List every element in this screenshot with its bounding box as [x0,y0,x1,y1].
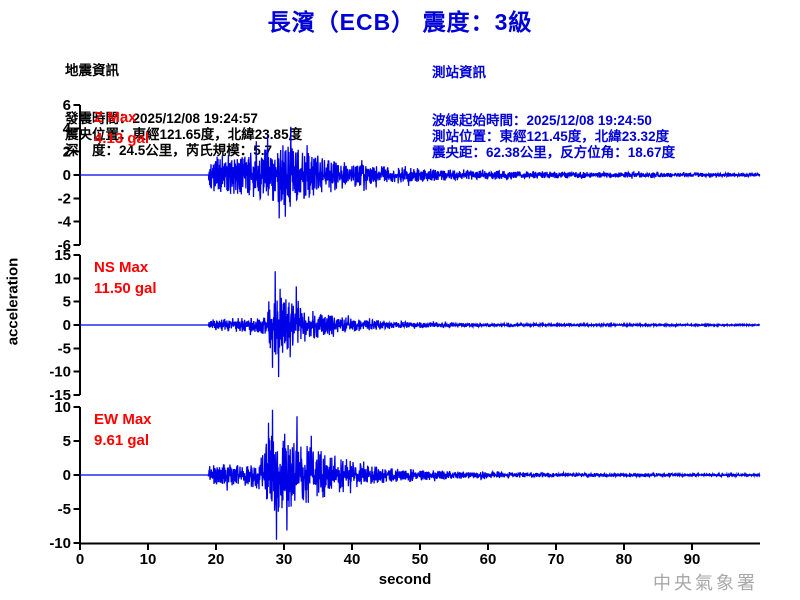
ns-max-value: 11.50 gal [94,280,157,297]
station-info-line: 測站位置：東經121.45度，北緯23.32度 [432,129,670,144]
y-tick-label-NS: 0 [63,317,71,334]
y-tick-label-NS: -15 [49,387,71,404]
x-tick-label: 10 [140,551,157,568]
earthquake-info-line: 發震時間：2025/12/08 19:24:57 [65,111,258,126]
y-tick-label-Z: 2 [63,144,71,161]
station-info: 測站資訊 波線起始時間：2025/12/08 19:24:50 測站位置：東經12… [432,33,675,193]
z-max-value: 4.13 gal [94,130,150,147]
earthquake-info-lines: 發震時間：2025/12/08 19:24:57 震央位置：東經121.65度，北… [65,111,302,159]
y-tick-label-EW: 10 [54,399,71,416]
trace-Z [80,126,761,219]
x-tick-label: 80 [616,551,633,568]
ew-max-title: EW Max [94,411,152,428]
z-max-title: Z Max [94,109,137,126]
y-tick-label-EW: -5 [58,501,71,518]
y-tick-label-EW: 5 [63,433,71,450]
x-tick-label: 20 [208,551,225,568]
y-tick-label-NS: 15 [54,247,71,264]
y-tick-label-EW: -10 [49,535,71,552]
y-tick-label-Z: 4 [63,120,72,137]
x-tick-label: 60 [480,551,497,568]
station-info-line: 震央距：62.38公里，反方位角：18.67度 [432,145,676,160]
y-tick-label-Z: -4 [58,214,72,231]
agency-watermark: 中央氣象署 [653,573,758,593]
earthquake-info: 地震資訊 發震時間：2025/12/08 19:24:57 震央位置：東經121.… [65,31,302,191]
y-tick-label-EW: 0 [63,467,71,484]
y-tick-label-NS: 5 [63,294,71,311]
y-tick-label-Z: 0 [63,167,71,184]
trace-EW [80,409,761,540]
station-info-line: 波線起始時間：2025/12/08 19:24:50 [432,113,652,128]
z-max-label: Z Max 4.13 gal [94,107,149,149]
earthquake-info-line: 深 度：24.5公里，芮氏規模：5.7 [65,143,273,158]
y-tick-label-NS: 10 [54,270,71,287]
earthquake-info-line: 震央位置：東經121.65度，北緯23.85度 [65,127,303,142]
y-tick-label-Z: -2 [58,190,71,207]
earthquake-info-heading: 地震資訊 [65,63,119,78]
ns-max-title: NS Max [94,259,149,276]
x-tick-label: 90 [684,551,701,568]
station-info-heading: 測站資訊 [432,65,486,80]
page-title: 長濱（ECB） 震度：3級 [267,9,533,35]
y-tick-label-Z: -6 [58,237,71,254]
y-tick-label-NS: -5 [58,340,71,357]
x-tick-label: 70 [548,551,565,568]
y-tick-label-NS: -10 [49,364,71,381]
y-tick-label-Z: 6 [63,97,71,114]
x-tick-label: 0 [76,551,84,568]
x-tick-label: 30 [276,551,293,568]
x-axis-label: second [378,571,432,588]
ns-max-label: NS Max 11.50 gal [94,257,157,299]
ew-max-value: 9.61 gal [94,432,150,449]
x-tick-label: 40 [344,551,361,568]
station-info-lines: 波線起始時間：2025/12/08 19:24:50 測站位置：東經121.45度… [432,113,675,161]
ew-max-label: EW Max 9.61 gal [94,409,152,451]
x-tick-label: 50 [412,551,429,568]
trace-NS [80,271,761,378]
